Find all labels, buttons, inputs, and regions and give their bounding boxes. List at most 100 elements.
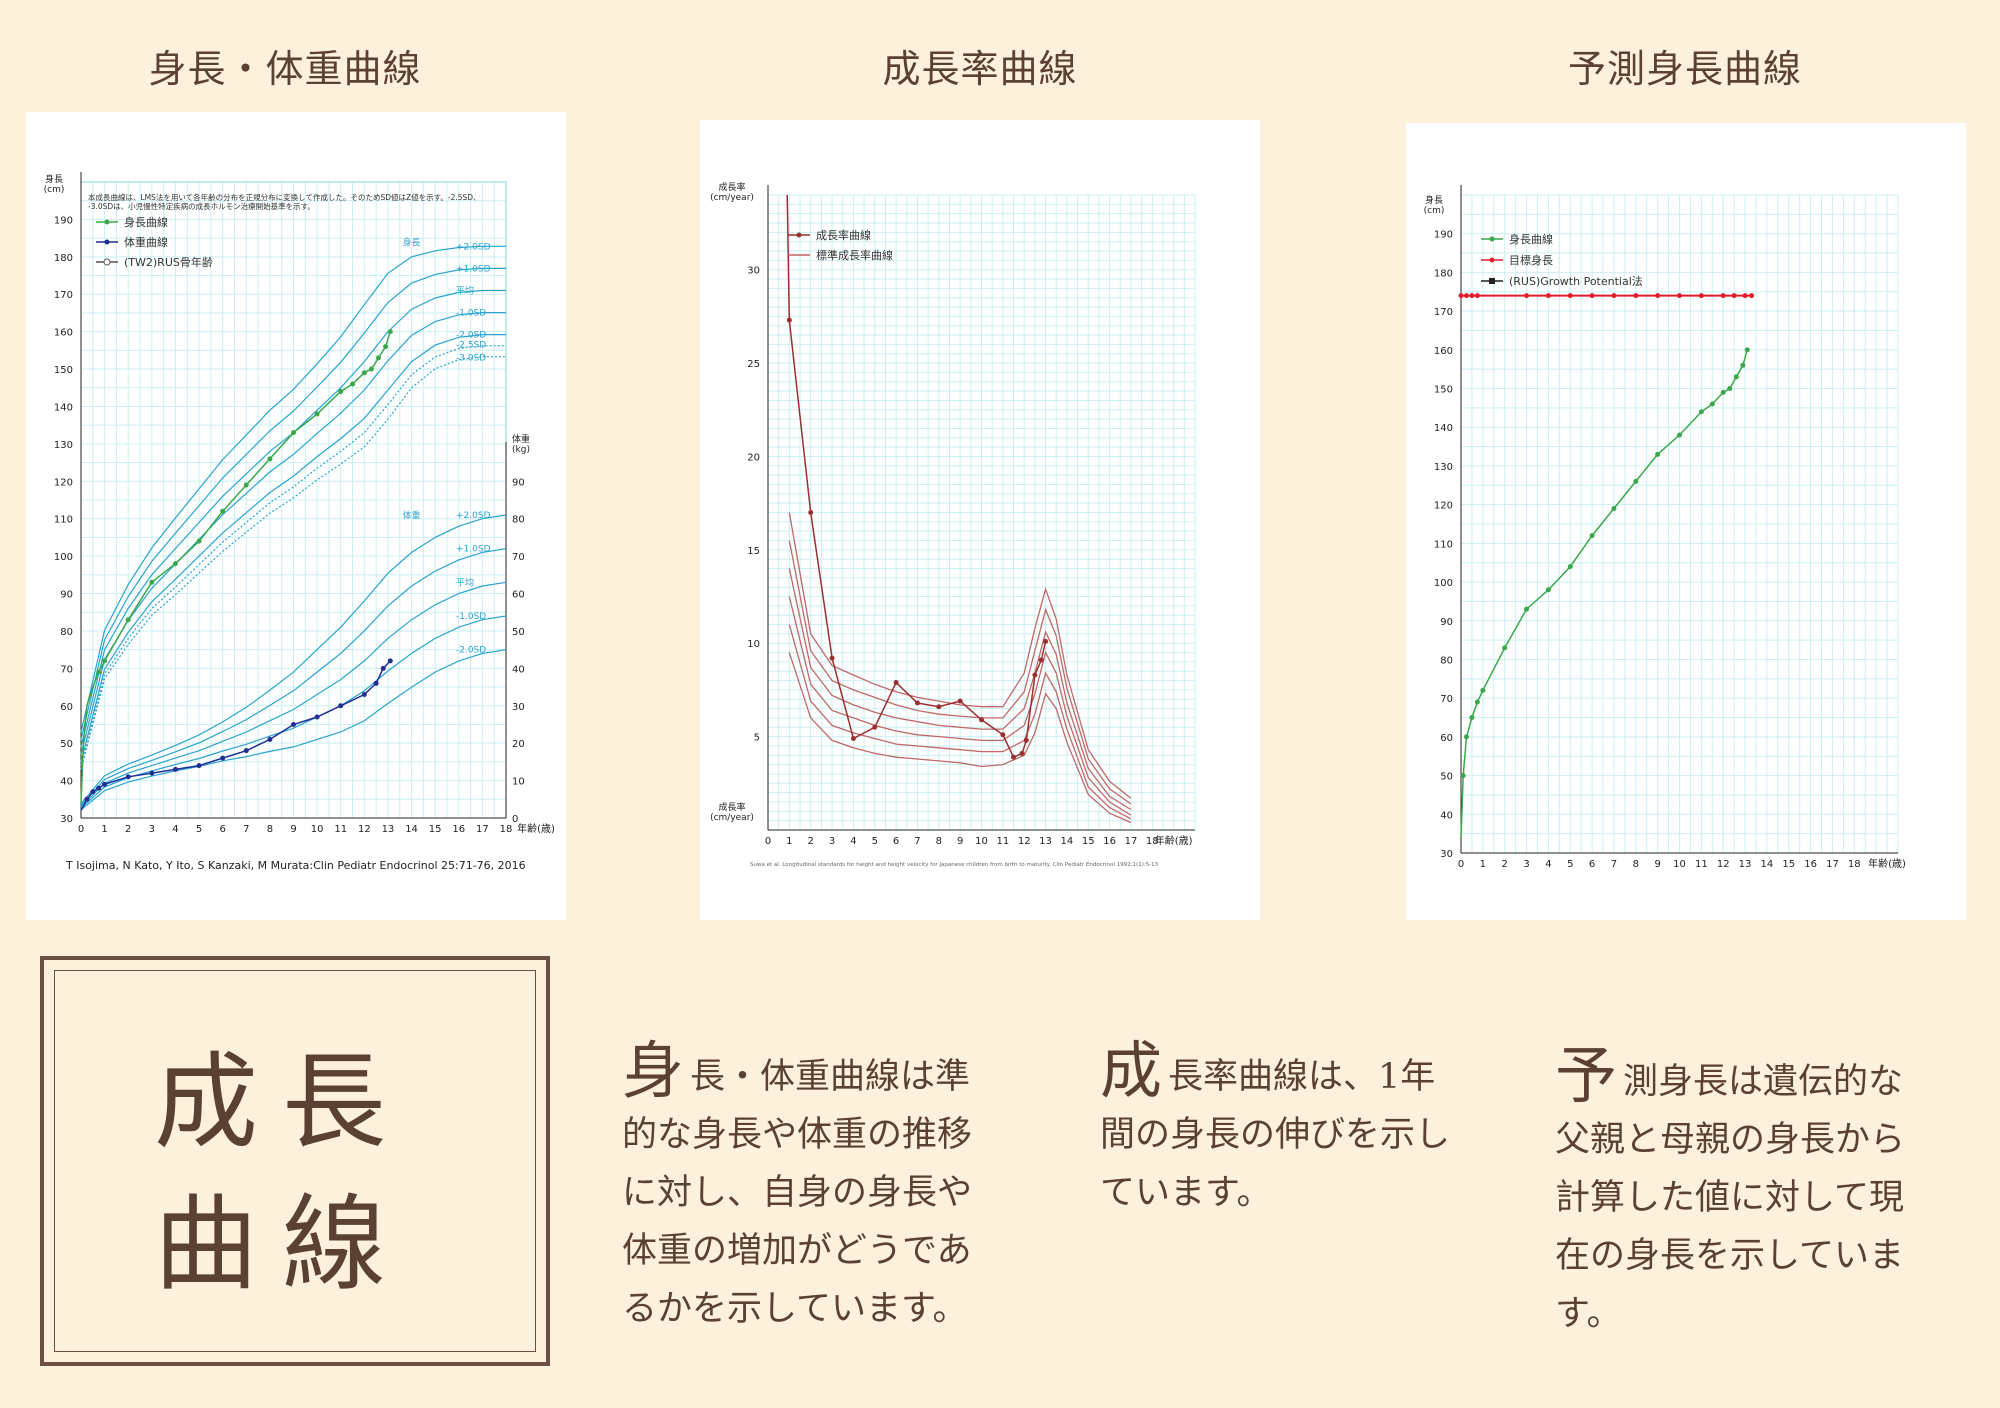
chart1-height-reference-curve bbox=[80, 334, 506, 763]
chart1-height-series-point bbox=[291, 430, 296, 436]
chart1-y-tick: 100 bbox=[54, 552, 73, 563]
chart3-y-tick: 140 bbox=[1434, 423, 1453, 434]
chart1-weight-reference-curve bbox=[80, 649, 507, 811]
chart3-height-point bbox=[1720, 389, 1726, 395]
chart1-note: -3.0SDは、小児慢性特定疾病の成長ホルモン治療開始基準を示す。 bbox=[88, 201, 315, 211]
chart2-y-axis-label-bottom: 成長率 bbox=[718, 801, 745, 813]
chart3-y-axis-label: 身長 bbox=[1425, 194, 1443, 206]
chart1-weight-sd-label: 平均 bbox=[456, 576, 474, 588]
description-velocity-text: 長率曲線は、1年間の身長の伸びを示しています。 bbox=[1100, 1057, 1451, 1213]
growth-velocity-chart-panel: 成長率 (cm/year) 成長率 (cm/year) 5 10 15 20 25 30 0 1 2 3 4… bbox=[700, 120, 1260, 920]
chart2-y-tick: 20 bbox=[747, 452, 760, 463]
chart1-weight-reference-curve bbox=[80, 514, 507, 805]
chart1-x-tick: 1 bbox=[101, 824, 107, 835]
chart3-y-tick: 80 bbox=[1440, 655, 1453, 666]
chart1-height-sd-label: -2.5SD bbox=[456, 341, 486, 351]
chart1-height-group-label: 身長 bbox=[403, 237, 421, 249]
description-height-weight-text: 長・体重曲線は準的な身長や体重の推移に対し、自身の身長や体重の増加がどうであるか… bbox=[622, 1057, 973, 1329]
height-weight-chart-panel: 身長 (cm) 体重 (kg) 30 40 50 60 70 80 90 100 110 120 130 14… bbox=[26, 112, 566, 920]
chart2-y-axis-label: 成長率 bbox=[718, 181, 745, 193]
chart3-x-tick: 16 bbox=[1804, 859, 1817, 870]
chart2-velocity-point bbox=[893, 679, 899, 685]
chart3-height-point bbox=[1655, 451, 1661, 457]
chart1-x-tick: 4 bbox=[172, 824, 178, 835]
chart3-x-tick: 5 bbox=[1567, 859, 1573, 870]
chart1-legend-height-label: 身長曲線 bbox=[124, 215, 168, 229]
feature-title-bottom: 曲線 bbox=[154, 1183, 411, 1305]
chart2-velocity-point bbox=[850, 735, 856, 741]
chart1-height-sd-label: -3.0SD bbox=[456, 354, 486, 364]
chart1-weight-sd-label: -2.0SD bbox=[456, 646, 486, 656]
chart3-target-point bbox=[1567, 293, 1573, 299]
chart1-height-reference-curve bbox=[80, 312, 506, 755]
chart3-y-tick: 180 bbox=[1434, 268, 1453, 279]
chart1-height-series-point bbox=[383, 344, 389, 350]
chart1-y-tick: 130 bbox=[54, 440, 73, 451]
chart1-height-reference-curve bbox=[80, 245, 506, 733]
chart2-y-tick: 5 bbox=[754, 733, 760, 744]
chart1-weight-tick: 50 bbox=[512, 627, 525, 638]
chart1-x-tick: 15 bbox=[429, 824, 442, 835]
chart1-x-tick: 9 bbox=[290, 824, 296, 835]
chart2-velocity-point bbox=[1011, 754, 1017, 760]
description-predicted: 予測身長は遺伝的な父親と母親の身長から計算した値に対して現在の身長を示しています… bbox=[1555, 1045, 1915, 1343]
chart2-y-tick: 10 bbox=[747, 639, 760, 650]
chart2-y-tick: 30 bbox=[747, 266, 760, 277]
feature-title-box: 成長 曲線 bbox=[40, 956, 550, 1366]
chart3-target-point bbox=[1749, 293, 1755, 299]
chart2-x-tick: 2 bbox=[808, 836, 814, 847]
chart1-weight-sd-label: -1.0SD bbox=[456, 612, 486, 622]
chart1-weight-tick: 80 bbox=[512, 515, 525, 526]
chart2-y-axis-label-bottom: (cm/year) bbox=[710, 813, 754, 823]
chart1-y-tick: 30 bbox=[60, 814, 73, 825]
feature-title-inner-border bbox=[54, 970, 536, 1352]
chart3-height-point bbox=[1611, 506, 1617, 512]
chart2-x-tick: 0 bbox=[765, 836, 771, 847]
chart1-weight-series-point bbox=[172, 766, 178, 772]
chart2-velocity-point bbox=[1023, 737, 1029, 743]
description-predicted-text: 測身長は遺伝的な父親と母親の身長から計算した値に対して現在の身長を示しています。 bbox=[1555, 1062, 1906, 1334]
chart1-y-tick: 150 bbox=[54, 365, 73, 376]
chart1-x-tick: 6 bbox=[219, 824, 225, 835]
chart1-x-label: 年齢(歳) bbox=[517, 822, 555, 835]
chart3-height-point bbox=[1740, 362, 1746, 368]
chart2-y-axis-label: (cm/year) bbox=[710, 193, 754, 203]
chart1-height-reference-curve bbox=[80, 345, 506, 766]
feature-title-top: 成長 bbox=[154, 1041, 411, 1163]
chart1-weight-series-point bbox=[196, 763, 202, 769]
chart1-citation: T Isojima, N Kato, Y Ito, S Kanzaki, M M… bbox=[65, 859, 526, 872]
chart1-weight-tick: 90 bbox=[512, 477, 525, 488]
chart3-x-tick: 14 bbox=[1761, 859, 1774, 870]
chart1-height-reference-curve bbox=[80, 267, 506, 740]
chart3-y-tick: 160 bbox=[1434, 346, 1453, 357]
chart1-height-series-point bbox=[350, 381, 356, 387]
chart1-y-tick: 80 bbox=[60, 627, 73, 638]
chart1-height-sd-label: -2.0SD bbox=[456, 331, 486, 341]
chart1-weight-series-point bbox=[90, 789, 96, 795]
chart1-legend-weight-marker bbox=[104, 239, 110, 245]
chart1-height-series-line bbox=[80, 331, 392, 804]
chart1-note: 本成長曲線は、LMS法を用いて各年齢の分布を正規分布に変換して作成した。そのため… bbox=[88, 192, 481, 202]
chart1-weight-axis-label: (kg) bbox=[512, 445, 530, 455]
chart3-height-line bbox=[1460, 349, 1748, 838]
chart1-weight-series-point bbox=[380, 665, 386, 671]
chart3-legend-growth-potential-marker bbox=[1489, 278, 1495, 284]
chart3-target-point bbox=[1611, 293, 1617, 299]
chart1-weight-tick: 40 bbox=[512, 664, 525, 675]
chart3-target-point bbox=[1458, 293, 1464, 299]
chart3-height-point bbox=[1567, 564, 1573, 570]
chart3-x-tick: 0 bbox=[1458, 859, 1464, 870]
chart1-y-tick: 180 bbox=[54, 253, 73, 264]
chart2-velocity-point bbox=[957, 698, 963, 704]
chart1-height-series-point bbox=[96, 669, 102, 675]
chart1-weight-tick: 20 bbox=[512, 739, 525, 750]
chart1-y-tick: 70 bbox=[60, 664, 73, 675]
chart1-height-series-point bbox=[125, 617, 131, 623]
chart1-weight-series-point bbox=[373, 680, 379, 686]
chart2-reference-curve bbox=[788, 512, 1132, 799]
chart3-y-tick: 100 bbox=[1434, 578, 1453, 589]
chart1-x-tick: 17 bbox=[476, 824, 489, 835]
chart3-x-tick: 15 bbox=[1782, 859, 1795, 870]
chart2-x-tick: 17 bbox=[1125, 836, 1138, 847]
